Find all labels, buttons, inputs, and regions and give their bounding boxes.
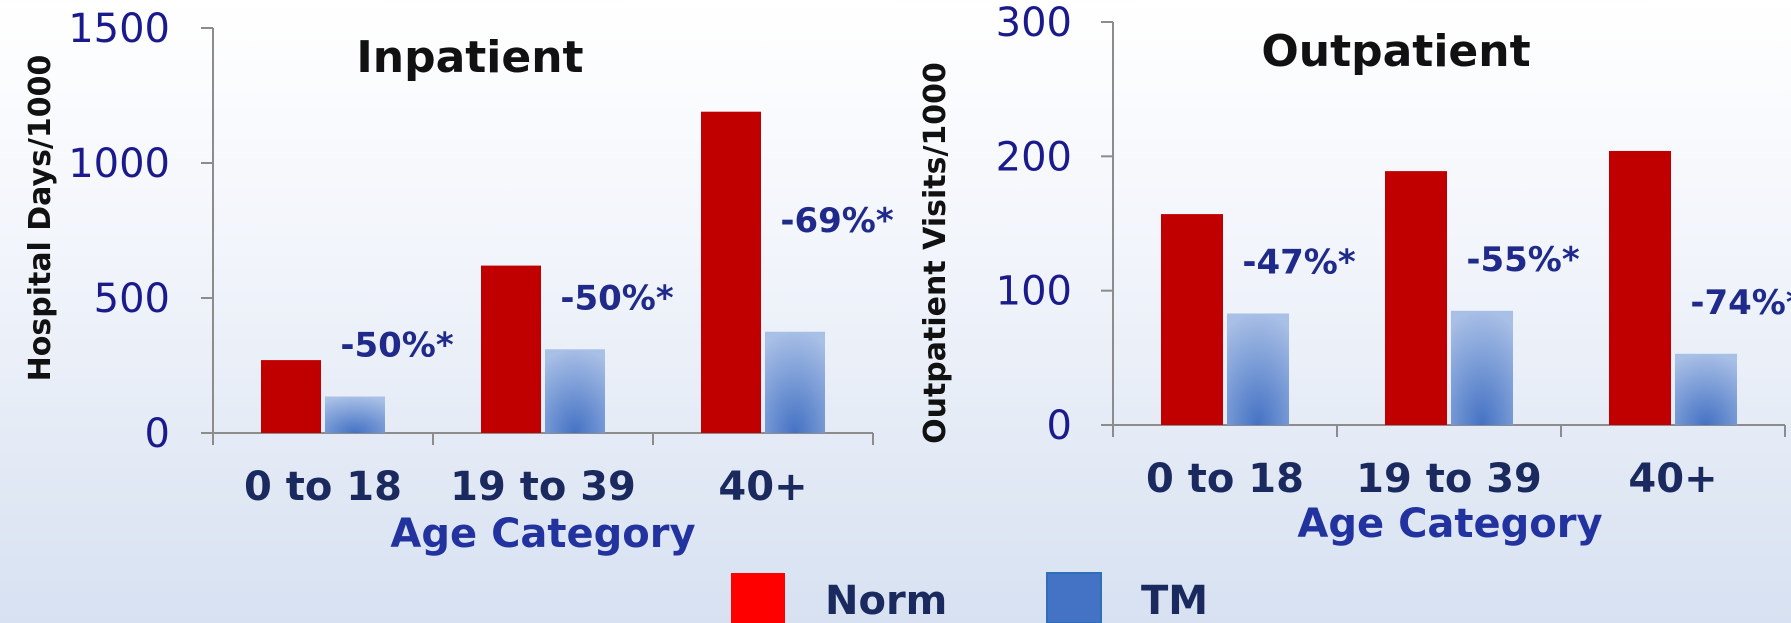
bar-norm — [1609, 150, 1671, 425]
chart-0: 0 500 1000 1500 0 to 18 -50%* 19 to 39 -50%* 40+… — [23, 6, 894, 557]
legend-swatch-norm — [731, 573, 785, 623]
chart-1: 0 100 200 300 0 to 18 -47%* 19 to 39 -55%* 40+ -7… — [918, 0, 1791, 547]
legend-label-norm: Norm — [825, 578, 947, 623]
legend-label-tm: TM — [1141, 578, 1208, 623]
chart-title: Inpatient — [356, 32, 583, 83]
bar-norm — [1385, 171, 1447, 425]
x-axis-label: Age Category — [1297, 501, 1602, 547]
bar-tm — [545, 349, 605, 433]
y-tick-label: 300 — [996, 0, 1072, 46]
bar-norm — [701, 111, 761, 433]
percent-change-label: -74%* — [1690, 283, 1791, 323]
bar-tm — [325, 396, 385, 433]
bar-tm — [1451, 310, 1513, 425]
y-tick-label: 200 — [996, 134, 1072, 180]
y-tick-label: 0 — [145, 411, 170, 457]
y-tick-label: 100 — [996, 269, 1072, 315]
y-tick-label: 1000 — [68, 141, 170, 187]
x-tick-label: 0 to 18 — [244, 464, 402, 510]
percent-change-label: -50%* — [340, 326, 453, 366]
x-tick-label: 19 to 39 — [450, 464, 636, 510]
x-axis-label: Age Category — [390, 511, 695, 557]
bar-tm — [1227, 313, 1289, 425]
y-tick-label: 500 — [94, 276, 170, 322]
legend: Norm TM — [731, 572, 1208, 623]
percent-change-label: -55%* — [1466, 240, 1579, 280]
percent-change-label: -50%* — [560, 278, 673, 318]
y-tick-label: 0 — [1047, 403, 1072, 449]
chart-title: Outpatient — [1261, 26, 1530, 77]
legend-swatch-tm — [1046, 572, 1102, 623]
bar-tm — [1675, 353, 1737, 425]
bar-norm — [1161, 214, 1223, 425]
x-tick-label: 0 to 18 — [1146, 456, 1304, 502]
y-axis-label: Outpatient Visits/1000 — [918, 62, 953, 444]
bar-tm — [765, 331, 825, 433]
x-tick-label: 40+ — [1628, 456, 1717, 502]
x-tick-label: 19 to 39 — [1356, 456, 1542, 502]
y-tick-label: 1500 — [68, 6, 170, 52]
y-axis-label: Hospital Days/1000 — [23, 55, 58, 382]
percent-change-label: -69%* — [780, 201, 893, 241]
bar-norm — [261, 360, 321, 433]
bar-norm — [481, 265, 541, 433]
percent-change-label: -47%* — [1242, 243, 1355, 283]
x-tick-label: 40+ — [718, 464, 807, 510]
